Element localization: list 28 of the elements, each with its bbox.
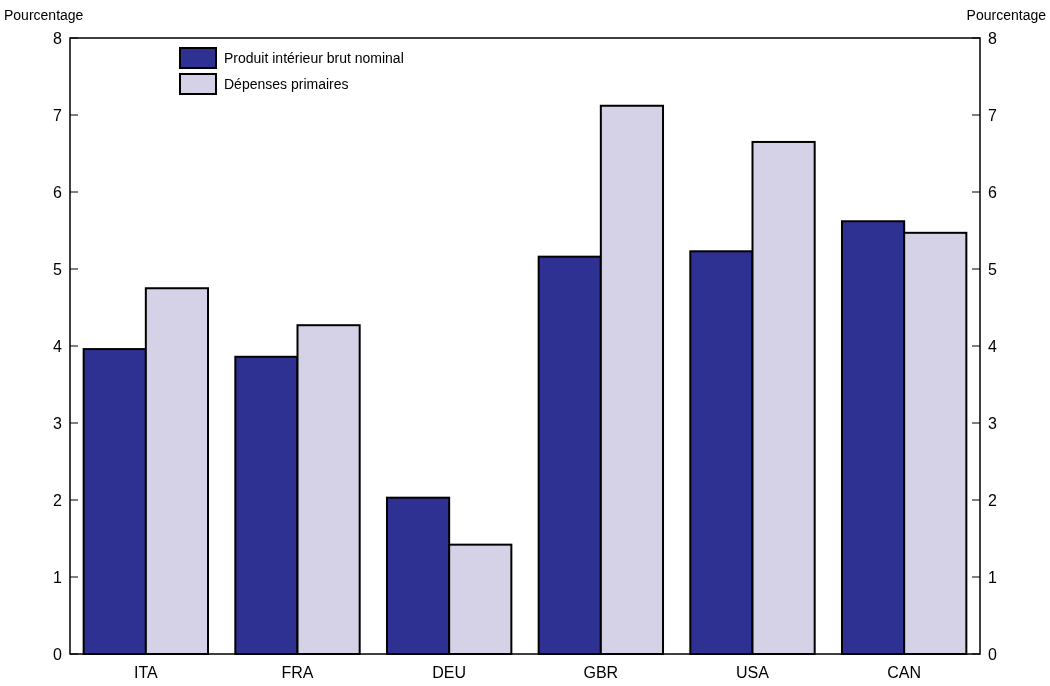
y2-tick-label: 5	[988, 260, 997, 278]
x-tick-label: GBR	[583, 664, 619, 681]
y-tick-label: 6	[53, 183, 63, 201]
x-tick-label: CAN	[887, 664, 922, 681]
y2-tick-label: 3	[988, 414, 997, 432]
y-tick-label: 4	[53, 337, 63, 355]
y-tick-label: 2	[53, 491, 63, 509]
y2-tick-label: 0	[988, 645, 997, 663]
legend-label: Dépenses primaires	[224, 75, 349, 92]
y2-tick-label: 8	[988, 29, 997, 47]
y-tick-label: 0	[53, 645, 63, 663]
y2-tick-label: 1	[988, 568, 997, 586]
y-tick-label: 5	[53, 260, 63, 278]
legend-label: Produit intérieur brut nominal	[224, 49, 404, 66]
y-axis-title: Pourcentage	[4, 7, 84, 23]
y2-axis-title: Pourcentage	[966, 7, 1047, 23]
x-tick-label: USA	[736, 664, 770, 681]
y2-tick-label: 2	[988, 491, 997, 509]
y2-tick-label: 6	[988, 183, 997, 201]
y2-tick-label: 7	[988, 106, 997, 124]
x-tick-label: FRA	[281, 664, 314, 681]
x-tick-label: ITA	[133, 664, 159, 681]
y2-tick-label: 4	[988, 337, 997, 355]
y-tick-label: 1	[53, 568, 63, 586]
y-tick-label: 8	[53, 29, 63, 47]
x-tick-label: DEU	[432, 664, 467, 681]
y-tick-label: 7	[53, 106, 63, 124]
y-tick-label: 3	[53, 414, 63, 432]
